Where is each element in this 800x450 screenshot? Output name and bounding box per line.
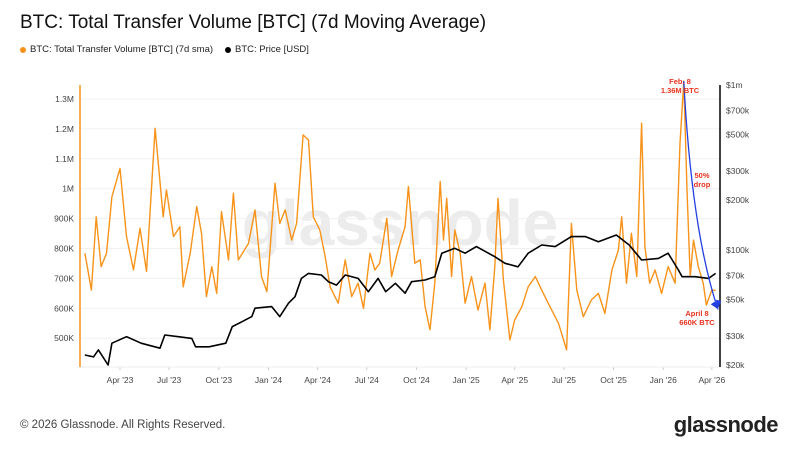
x-tick-label: Jan '24 (255, 375, 282, 385)
legend-label: BTC: Price [USD] (235, 44, 309, 55)
y-right-tick-label: $700k (726, 106, 750, 116)
y-left-tick-label: 1M (62, 184, 74, 194)
legend-item-price[interactable]: BTC: Price [USD] (225, 44, 309, 55)
volume-series-line (84, 80, 716, 351)
y-right-tick-label: $100k (726, 245, 750, 255)
legend-dot-icon (225, 46, 232, 53)
y-right-tick-label: $50k (726, 294, 745, 304)
x-tick-label: Jan '25 (453, 375, 480, 385)
legend-label: BTC: Total Transfer Volume [BTC] (7d sma… (30, 44, 214, 55)
y-left-tick-label: 500K (54, 333, 74, 343)
y-left-tick-label: 600K (54, 303, 74, 313)
chart-title: BTC: Total Transfer Volume [BTC] (7d Mov… (20, 12, 487, 33)
drop-arrow (683, 81, 719, 309)
x-tick-label: Apr '23 (107, 375, 134, 385)
x-tick-label: Jan '26 (650, 375, 677, 385)
annotation-label: drop (694, 180, 711, 189)
y-left-tick-label: 1.3M (55, 94, 74, 104)
x-tick-label: Jul '24 (355, 375, 380, 385)
y-right-tick-label: $200k (726, 195, 750, 205)
annotation-label: Feb. 8 (669, 77, 691, 86)
legend-item-volume[interactable]: BTC: Total Transfer Volume [BTC] (7d sma… (20, 44, 213, 55)
y-left-tick-label: 1.1M (55, 154, 74, 164)
y-left-tick-label: 800K (54, 244, 74, 254)
watermark: glassnode (242, 187, 559, 259)
glassnode-logo: glassnode (673, 412, 779, 437)
x-tick-label: Oct '25 (600, 375, 627, 385)
annotation-label: 660K BTC (679, 318, 715, 327)
annotation-label: April 8 (685, 309, 708, 318)
x-tick-label: Apr '25 (501, 375, 528, 385)
arrowhead-icon (710, 299, 722, 311)
x-tick-label: Oct '24 (403, 375, 430, 385)
y-left-tick-label: 900K (54, 214, 74, 224)
y-right-tick-label: $1m (726, 80, 743, 90)
legend-dot-icon (20, 46, 26, 53)
x-tick-label: Apr '26 (699, 375, 726, 385)
y-right-tick-label: $70k (726, 270, 745, 280)
price-series-line (84, 234, 717, 366)
y-right-tick-label: $30k (726, 331, 745, 341)
y-right-tick-label: $300k (726, 166, 750, 176)
legend: BTC: Total Transfer Volume [BTC] (7d sma… (20, 44, 309, 55)
copyright: © 2026 Glassnode. All Rights Reserved. (20, 419, 226, 431)
x-tick-label: Apr '24 (304, 375, 331, 385)
y-right-tick-label: $20k (726, 360, 745, 370)
x-tick-label: Jul '25 (552, 375, 577, 385)
y-right-tick-label: $500k (726, 130, 750, 140)
x-tick-label: Oct '23 (205, 375, 232, 385)
x-tick-label: Jul '23 (157, 375, 182, 385)
y-left-tick-label: 1.2M (55, 124, 74, 134)
y-left-tick-label: 700K (54, 273, 74, 283)
annotation-label: 1.36M BTC (661, 86, 700, 95)
annotation-label: 50% (694, 171, 709, 180)
